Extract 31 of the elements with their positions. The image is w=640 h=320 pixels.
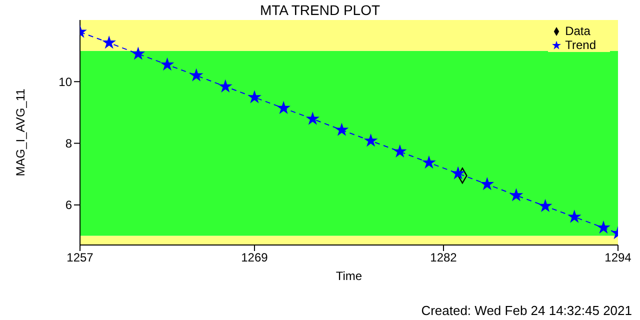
point [306, 112, 319, 124]
chart-title: MTA TREND PLOT [258, 2, 382, 18]
x-tick-label: 1294 [604, 250, 632, 265]
x-tick-label: 1257 [66, 250, 94, 265]
point [364, 134, 377, 146]
point [423, 156, 435, 168]
point [190, 69, 202, 81]
x-axis-title: Time [336, 269, 362, 283]
point [248, 91, 260, 102]
text: Created: Wed Feb 24 14:32:45 2021 [421, 303, 632, 318]
point [132, 48, 144, 59]
y-axis-title: MAG_I_AVG_11 [13, 88, 28, 176]
point [598, 222, 610, 233]
point [278, 102, 290, 114]
point [220, 80, 232, 92]
point [336, 124, 348, 136]
point [394, 145, 406, 157]
point [103, 36, 115, 48]
legend-label: Data [565, 24, 590, 38]
legend-label: Trend [565, 38, 596, 52]
point [161, 58, 174, 70]
point [510, 189, 522, 200]
point [539, 200, 552, 212]
point [568, 210, 580, 222]
y-tick-label: 8 [65, 136, 72, 151]
point [481, 178, 494, 190]
y-tick-label: 10 [58, 74, 72, 89]
y-tick-label: 6 [65, 198, 72, 212]
x-tick-label: 1269 [241, 250, 268, 265]
point [452, 167, 464, 179]
x-tick-label: 1282 [430, 250, 458, 265]
